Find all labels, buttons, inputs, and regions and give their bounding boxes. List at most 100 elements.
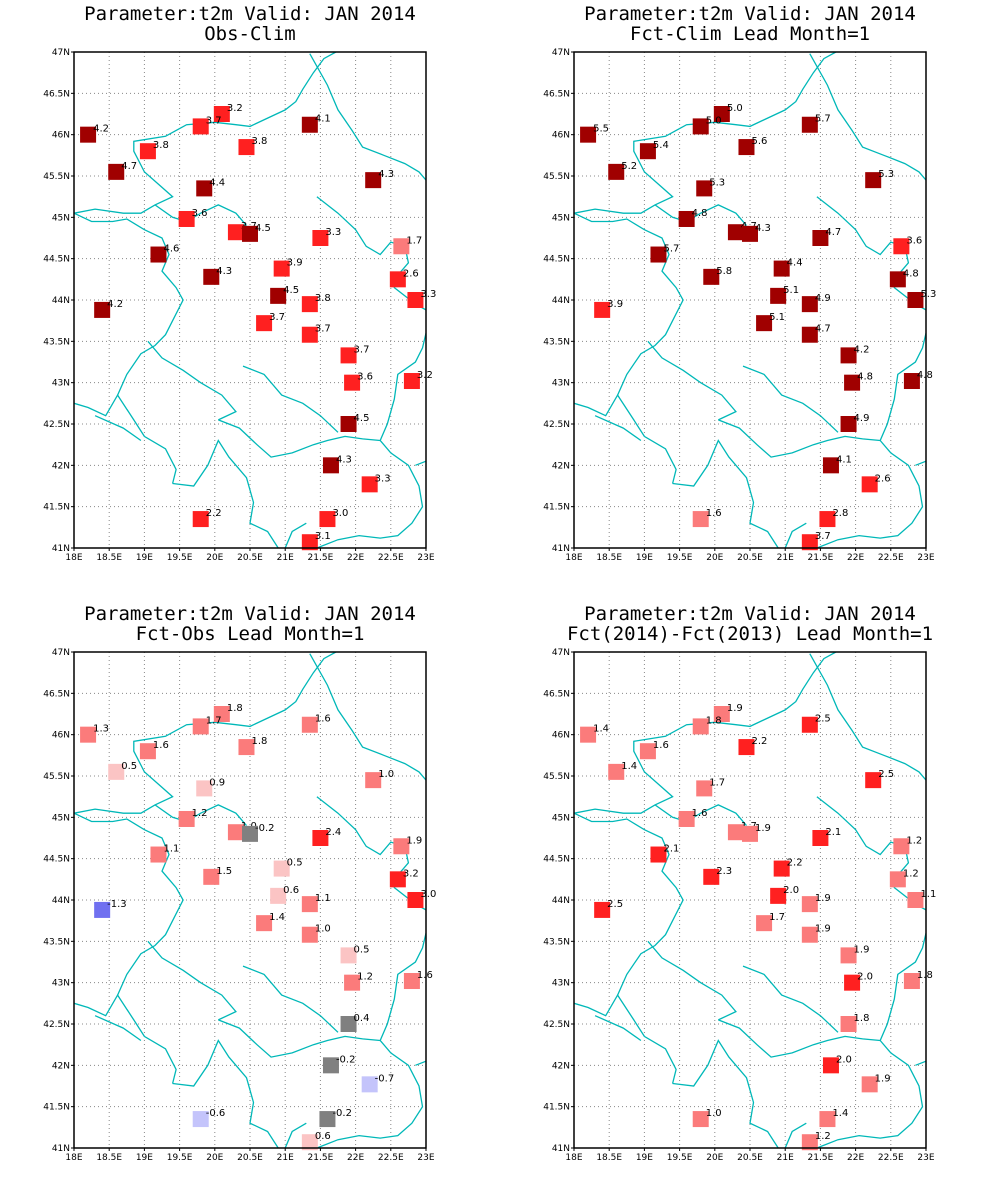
station-marker — [844, 974, 861, 991]
station-value-label: 3.7 — [815, 531, 831, 542]
lat-tick-label: 43.5N — [543, 937, 570, 947]
station-marker — [94, 901, 111, 918]
station-value-label: 4.3 — [378, 169, 394, 180]
station-marker — [365, 772, 382, 789]
map-frame — [573, 651, 927, 1149]
station-value-label: 1.3 — [93, 724, 109, 735]
lat-tick-label: 43N — [52, 979, 70, 989]
lat-tick-label: 42.5N — [543, 420, 570, 430]
border-line — [915, 460, 926, 466]
station-marker — [801, 116, 818, 133]
lon-tick-label: 22.5E — [878, 553, 904, 563]
lon-tick-label: 23E — [417, 1153, 434, 1163]
station-value-label: 1.9 — [815, 893, 831, 904]
station-value-label: 4.7 — [121, 161, 137, 172]
station-marker — [256, 915, 273, 932]
station-value-label: 2.8 — [832, 508, 848, 519]
station-marker — [844, 374, 861, 391]
station-value-label: 4.5 — [255, 223, 271, 234]
lon-tick-label: 19E — [136, 553, 153, 563]
station-marker — [840, 1016, 857, 1032]
station-marker — [389, 271, 406, 288]
lat-tick-label: 43.5N — [43, 937, 70, 947]
lon-tick-label: 18.5E — [596, 1153, 622, 1163]
lon-tick-label: 19.5E — [167, 553, 193, 563]
border-line — [718, 1019, 881, 1058]
lat-tick-label: 45N — [552, 213, 570, 223]
border-line — [172, 439, 279, 548]
lon-tick-label: 20E — [206, 1153, 223, 1163]
lon-tick-label: 22E — [847, 553, 864, 563]
station-value-label: 5.3 — [709, 177, 725, 188]
station-value-label: 4.5 — [354, 413, 370, 424]
panel-subtitle: Fct-Clim Lead Month=1 — [630, 23, 870, 45]
lat-tick-label: 44N — [52, 296, 70, 306]
station-value-label: 3.6 — [906, 235, 922, 246]
station-value-label: 5.8 — [716, 266, 732, 277]
border-line — [574, 52, 837, 214]
station-value-label: 3.9 — [287, 258, 303, 269]
station-marker — [407, 292, 424, 308]
station-marker — [344, 374, 361, 391]
station-value-label: 1.4 — [269, 912, 285, 923]
panel-subtitle: Fct(2014)-Fct(2013) Lead Month=1 — [567, 623, 933, 645]
border-line — [742, 965, 839, 1033]
lat-tick-label: 45.5N — [543, 772, 570, 782]
station-value-label: -1.3 — [107, 899, 127, 910]
lat-tick-label: 46N — [52, 131, 70, 141]
station-value-label: 4.2 — [93, 124, 109, 135]
lon-tick-label: 18.5E — [96, 1153, 122, 1163]
station-marker — [242, 825, 258, 842]
station-value-label: 2.0 — [857, 972, 873, 983]
border-line — [379, 332, 426, 441]
station-marker — [801, 296, 818, 313]
lon-tick-label: 22E — [347, 1153, 364, 1163]
lon-tick-label: 20.5E — [237, 553, 263, 563]
station-value-label: 5.1 — [769, 312, 785, 323]
border-line — [879, 932, 926, 1041]
lat-tick-label: 47N — [52, 648, 70, 658]
station-value-label: -0.2 — [336, 1054, 356, 1065]
station-value-label: 5.7 — [815, 114, 831, 125]
border-line — [316, 1040, 424, 1148]
station-value-label: 5.4 — [653, 140, 669, 151]
lat-tick-label: 47N — [552, 48, 570, 58]
border-line — [242, 365, 339, 433]
station-marker — [178, 810, 195, 827]
lon-tick-label: 18E — [65, 553, 82, 563]
station-value-label: 4.8 — [917, 370, 933, 381]
station-marker — [703, 868, 720, 885]
station-value-label: 0.5 — [287, 858, 303, 869]
station-marker — [192, 1111, 209, 1128]
station-value-label: 1.8 — [706, 715, 722, 726]
station-value-label: 3.2 — [403, 868, 419, 879]
station-marker — [801, 926, 818, 943]
station-marker — [865, 172, 882, 189]
station-value-label: 2.5 — [815, 714, 831, 725]
station-value-label: 2.5 — [607, 899, 623, 910]
border-line — [284, 522, 307, 548]
station-value-label: 4.5 — [283, 285, 299, 296]
station-marker — [192, 118, 209, 135]
station-value-label: 1.6 — [417, 970, 433, 981]
station-value-label: 1.9 — [854, 944, 870, 955]
station-value-label: -0.2 — [255, 823, 275, 834]
lon-tick-label: 21E — [777, 553, 794, 563]
border-line — [284, 1122, 307, 1148]
lat-tick-label: 44.5N — [543, 855, 570, 865]
station-value-label: 4.6 — [163, 244, 179, 255]
station-value-label: 3.2 — [417, 370, 433, 381]
lat-tick-label: 44.5N — [43, 255, 70, 265]
lon-tick-label: 18.5E — [596, 553, 622, 563]
station-marker — [196, 780, 213, 797]
border-line — [574, 993, 677, 1084]
station-marker — [108, 163, 125, 180]
lat-tick-label: 43N — [552, 979, 570, 989]
lon-tick-label: 18E — [65, 1153, 82, 1163]
station-value-label: 2.2 — [751, 736, 767, 747]
station-marker — [403, 373, 420, 390]
station-value-label: 2.6 — [403, 268, 419, 279]
station-value-label: 1.8 — [251, 736, 267, 747]
station-marker — [696, 180, 713, 197]
